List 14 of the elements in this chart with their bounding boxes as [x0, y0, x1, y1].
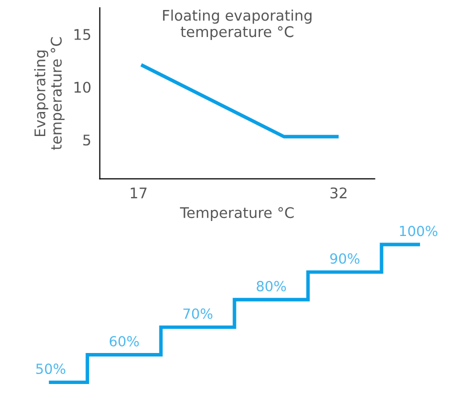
data-label: 90% — [330, 253, 360, 264]
data-label: 80% — [256, 280, 286, 292]
data-label: 60% — [110, 336, 139, 346]
y-tick-label: 5 — [83, 134, 90, 146]
y-axis-title: Evaporating temperature °C — [34, 37, 65, 150]
text: Floating evaporating temperature °C — [163, 10, 312, 40]
data-label: 100% — [400, 226, 438, 236]
data-label: 50% — [36, 364, 66, 374]
y-tick-label: 10 — [74, 82, 90, 93]
data-label: 70% — [183, 308, 212, 319]
x-axis-title: Temperature °C — [180, 207, 294, 221]
x-tick-label: 17 — [130, 188, 147, 198]
x-tick-label: 32 — [330, 187, 346, 198]
y-tick-label: 15 — [74, 29, 90, 40]
